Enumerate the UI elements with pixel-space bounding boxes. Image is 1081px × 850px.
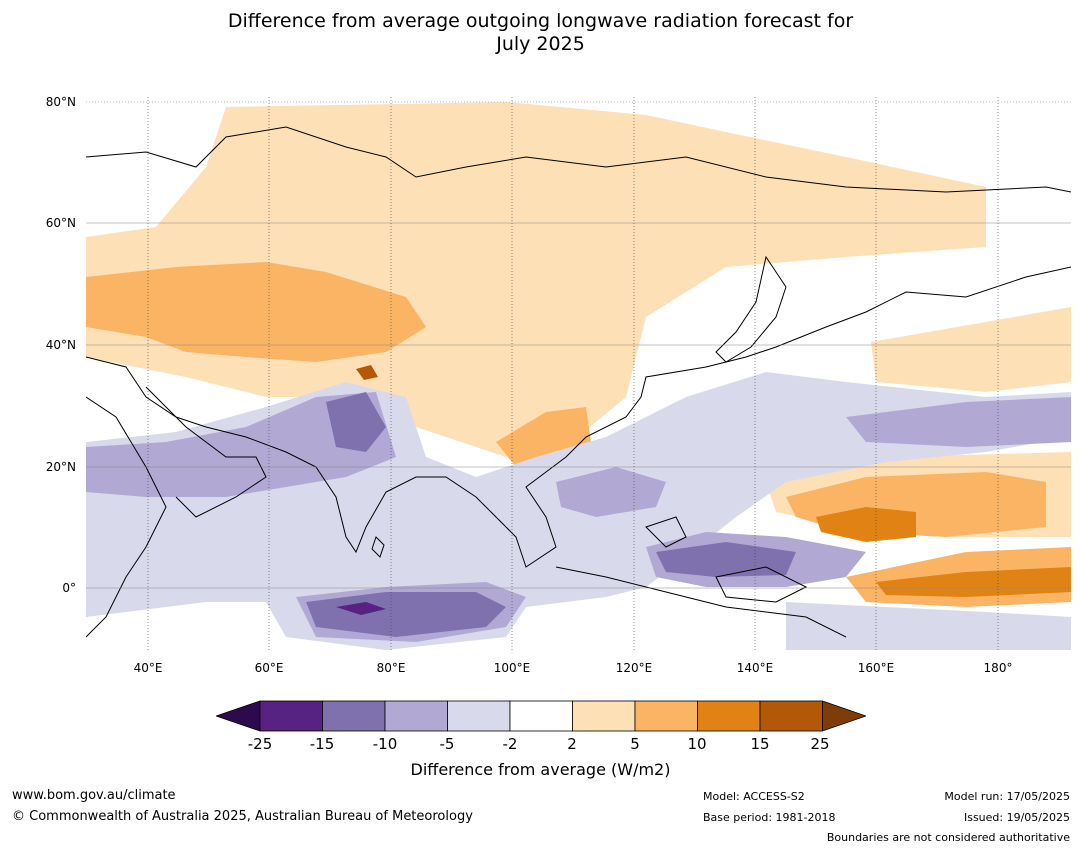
colorbar-tick: 15 — [750, 735, 770, 753]
colorbar-bin-3 — [384, 700, 448, 732]
footer-model-run: Model run: 17/05/2025 — [944, 790, 1070, 803]
colorbar-tick: -15 — [309, 735, 335, 753]
footer-copyright: © Commonwealth of Australia 2025, Austra… — [12, 809, 473, 824]
colorbar-bin-4 — [447, 700, 511, 732]
anomaly-deep-purple-south-indian — [336, 602, 386, 615]
colorbar-tick: -10 — [372, 735, 398, 753]
colorbar-tick: -25 — [247, 735, 273, 753]
colorbar — [216, 700, 866, 732]
colorbar-bin-7 — [634, 700, 698, 732]
lon-label-180: 180° — [983, 661, 1013, 675]
anomaly-mid-purple-sea — [556, 467, 666, 517]
lat-label-40n: 40°N — [45, 338, 76, 352]
anomaly-light-orange-north — [86, 102, 986, 457]
map-panel — [86, 97, 1071, 650]
lat-label-60n: 60°N — [45, 216, 76, 230]
colorbar-tick: 10 — [687, 735, 707, 753]
anomaly-map — [86, 97, 1071, 650]
lon-label-100e: 100°E — [493, 661, 531, 675]
colorbar-tick: -2 — [502, 735, 518, 753]
anomaly-light-purple-east-pacific — [786, 602, 1071, 650]
colorbar-tick: 2 — [567, 735, 577, 753]
footer-base-period: Base period: 1981-2018 — [703, 811, 836, 824]
footer-model: Model: ACCESS-S2 — [703, 790, 805, 803]
colorbar-arrow-low — [216, 700, 261, 732]
anomaly-mid-orange-asia — [86, 262, 426, 362]
anomaly-dark-orange-west-pacific — [816, 507, 916, 542]
colorbar-tick: 5 — [630, 735, 640, 753]
coastline-eurasia — [86, 126, 1071, 568]
colorbar-tick: -5 — [439, 735, 455, 753]
lon-label-80e: 80°E — [376, 661, 406, 675]
anomaly-mid-purple-pacific — [846, 397, 1071, 447]
colorbar-title: Difference from average (W/m2) — [410, 760, 671, 779]
lon-label-120e: 120°E — [615, 661, 653, 675]
anomaly-brown-tibet — [356, 365, 378, 380]
lon-label-40e: 40°E — [133, 661, 163, 675]
colorbar-bin-9 — [759, 700, 823, 732]
colorbar-bin-2 — [322, 700, 386, 732]
lat-label-20n: 20°N — [45, 460, 76, 474]
colorbar-bin-1 — [259, 700, 323, 732]
colorbar-tick: 25 — [810, 735, 830, 753]
latitude-gridlines — [86, 101, 1071, 589]
lon-label-160e: 160°E — [857, 661, 895, 675]
coastline-japan — [715, 255, 787, 363]
map-title: Difference from average outgoing longwav… — [0, 10, 1081, 56]
colorbar-arrow-high — [822, 700, 866, 732]
lat-label-80n: 80°N — [45, 95, 76, 109]
coastline-sri-lanka — [371, 536, 385, 558]
lon-label-60e: 60°E — [254, 661, 284, 675]
anomaly-dark-orange-east-pacific — [876, 567, 1071, 597]
colorbar-bin-8 — [697, 700, 761, 732]
footer-disclaimer: Boundaries are not considered authoritat… — [826, 831, 1070, 844]
anomaly-dark-purple-south-indian — [306, 592, 506, 637]
title-line-2: July 2025 — [496, 33, 585, 55]
footer-url[interactable]: www.bom.gov.au/climate — [12, 788, 176, 803]
colorbar-bin-6 — [572, 700, 636, 732]
longitude-gridlines — [147, 97, 999, 650]
anomaly-dark-purple-bay — [326, 392, 386, 452]
lon-label-140e: 140°E — [736, 661, 774, 675]
coastline-maritime — [555, 516, 847, 638]
colorbar-bin-5 — [509, 700, 573, 732]
anomaly-light-orange-pacific — [871, 307, 1071, 392]
lat-label-0: 0° — [62, 581, 76, 595]
title-line-1: Difference from average outgoing longwav… — [227, 10, 854, 32]
footer-issued: Issued: 19/05/2025 — [963, 811, 1070, 824]
